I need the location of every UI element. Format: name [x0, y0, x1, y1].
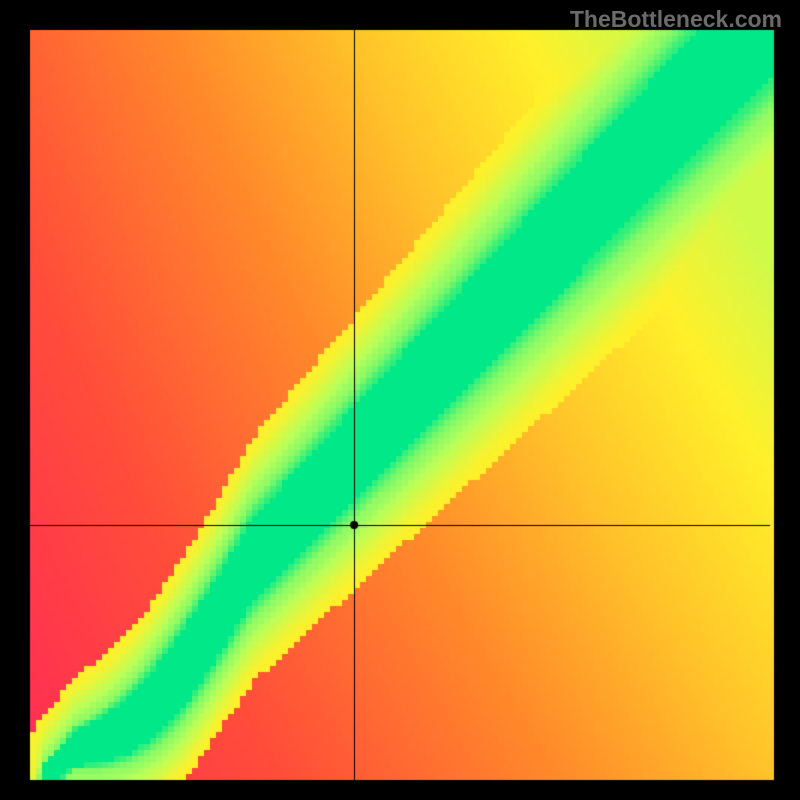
chart-container: { "watermark": { "text": "TheBottleneck.… [0, 0, 800, 800]
watermark-text: TheBottleneck.com [570, 6, 782, 33]
bottleneck-heatmap [0, 0, 800, 800]
